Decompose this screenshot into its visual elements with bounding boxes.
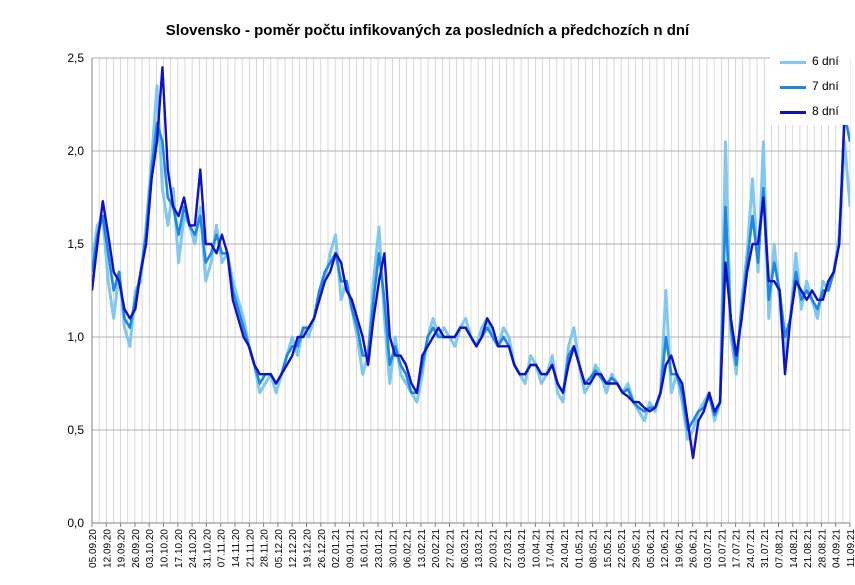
legend-label-7-dni: 7 dní — [812, 79, 839, 93]
x-tick-label: 07.11.20 — [217, 529, 228, 568]
x-tick-label: 04.09.21 — [832, 529, 843, 568]
x-tick-label: 10.04.21 — [531, 529, 542, 568]
x-tick-label: 03.04.21 — [517, 529, 528, 568]
x-tick-label: 19.09.20 — [117, 529, 128, 568]
legend-swatch-8-dni — [780, 111, 806, 114]
x-tick-label: 23.01.21 — [374, 529, 385, 568]
y-tick-label: 0,0 — [67, 516, 84, 530]
legend-swatch-6-dni — [780, 61, 806, 64]
x-tick-label: 01.05.21 — [574, 529, 585, 568]
x-tick-label: 02.01.21 — [331, 529, 342, 568]
y-tick-label: 2,0 — [67, 144, 84, 158]
x-tick-labels: 05.09.20 12.09.20 19.09.20 26.09.20 03.10.20… — [88, 529, 855, 568]
series-lines — [92, 66, 850, 460]
x-tick-label: 10.10.20 — [160, 529, 171, 568]
x-tick-label: 06.03.21 — [460, 529, 471, 568]
x-tick-label: 30.01.21 — [388, 529, 399, 568]
x-tick-label: 05.06.21 — [646, 529, 657, 568]
y-tick-label: 0,5 — [67, 423, 84, 437]
y-tick-label: 2,5 — [67, 51, 84, 65]
x-tick-label: 24.10.20 — [188, 529, 199, 568]
y-tick-label: 1,5 — [67, 237, 84, 251]
y-tick-labels: 0,0 0,5 1,0 1,5 2,0 2,5 — [67, 51, 84, 530]
x-tick-label: 27.02.21 — [446, 529, 457, 568]
x-tick-label: 12.12.20 — [288, 529, 299, 568]
x-tick-label: 26.09.20 — [131, 529, 142, 568]
legend-label-8-dni: 8 dní — [812, 104, 839, 118]
x-tick-label: 05.12.20 — [274, 529, 285, 568]
x-tick-label: 17.10.20 — [174, 529, 185, 568]
x-tick-label: 12.06.21 — [660, 529, 671, 568]
y-tick-label: 1,0 — [67, 330, 84, 344]
x-tick-label: 24.07.21 — [746, 529, 757, 568]
x-tick-label: 06.02.21 — [403, 529, 414, 568]
x-tick-label: 24.04.21 — [560, 529, 571, 568]
x-tick-label: 14.08.21 — [789, 529, 800, 568]
series-line-8-dni — [92, 66, 850, 460]
x-tick-label: 13.02.21 — [417, 529, 428, 568]
x-tick-label: 28.11.20 — [260, 529, 271, 568]
legend-label-6-dni: 6 dní — [812, 54, 839, 68]
x-tick-label: 31.07.21 — [760, 529, 771, 568]
x-tick-label: 05.09.20 — [88, 529, 99, 568]
x-tick-label: 19.12.20 — [303, 529, 314, 568]
chart-title: Slovensko - poměr počtu infikovaných za … — [165, 22, 690, 39]
x-tick-label: 07.08.21 — [774, 529, 785, 568]
x-tick-label: 21.08.21 — [803, 529, 814, 568]
x-tick-label: 28.08.21 — [817, 529, 828, 568]
x-tick-label: 17.04.21 — [546, 529, 557, 568]
x-tick-label: 29.05.21 — [631, 529, 642, 568]
x-tick-label: 26.12.20 — [317, 529, 328, 568]
x-tick-label: 20.02.21 — [431, 529, 442, 568]
grid — [91, 57, 851, 524]
legend-item-6-dni: 6 dní — [770, 54, 850, 70]
x-tick-label: 31.10.20 — [202, 529, 213, 568]
x-tick-label: 22.05.21 — [617, 529, 628, 568]
x-tick-label: 27.03.21 — [503, 529, 514, 568]
x-tick-label: 12.09.20 — [102, 529, 113, 568]
x-tick-label: 03.10.20 — [145, 529, 156, 568]
x-tick-label: 19.06.21 — [674, 529, 685, 568]
legend: 6 dní 7 dní 8 dní — [770, 50, 850, 125]
x-tick-label: 03.07.21 — [703, 529, 714, 568]
x-tick-label: 16.01.21 — [360, 529, 371, 568]
x-tick-label: 26.06.21 — [689, 529, 700, 568]
x-tick-label: 14.11.20 — [231, 529, 242, 568]
x-tick-label: 15.05.21 — [603, 529, 614, 568]
x-tick-label: 20.03.21 — [488, 529, 499, 568]
x-tick-label: 08.05.21 — [589, 529, 600, 568]
x-tick-label: 17.07.21 — [732, 529, 743, 568]
legend-swatch-7-dni — [780, 86, 806, 89]
legend-item-8-dni: 8 dní — [770, 104, 850, 120]
x-tick-label: 09.01.21 — [345, 529, 356, 568]
x-tick-label: 13.03.21 — [474, 529, 485, 568]
x-tick-label: 11.09.21 — [846, 529, 855, 568]
legend-item-7-dni: 7 dní — [770, 79, 850, 95]
x-tick-label: 21.11.20 — [245, 529, 256, 568]
x-tick-label: 10.07.21 — [717, 529, 728, 568]
